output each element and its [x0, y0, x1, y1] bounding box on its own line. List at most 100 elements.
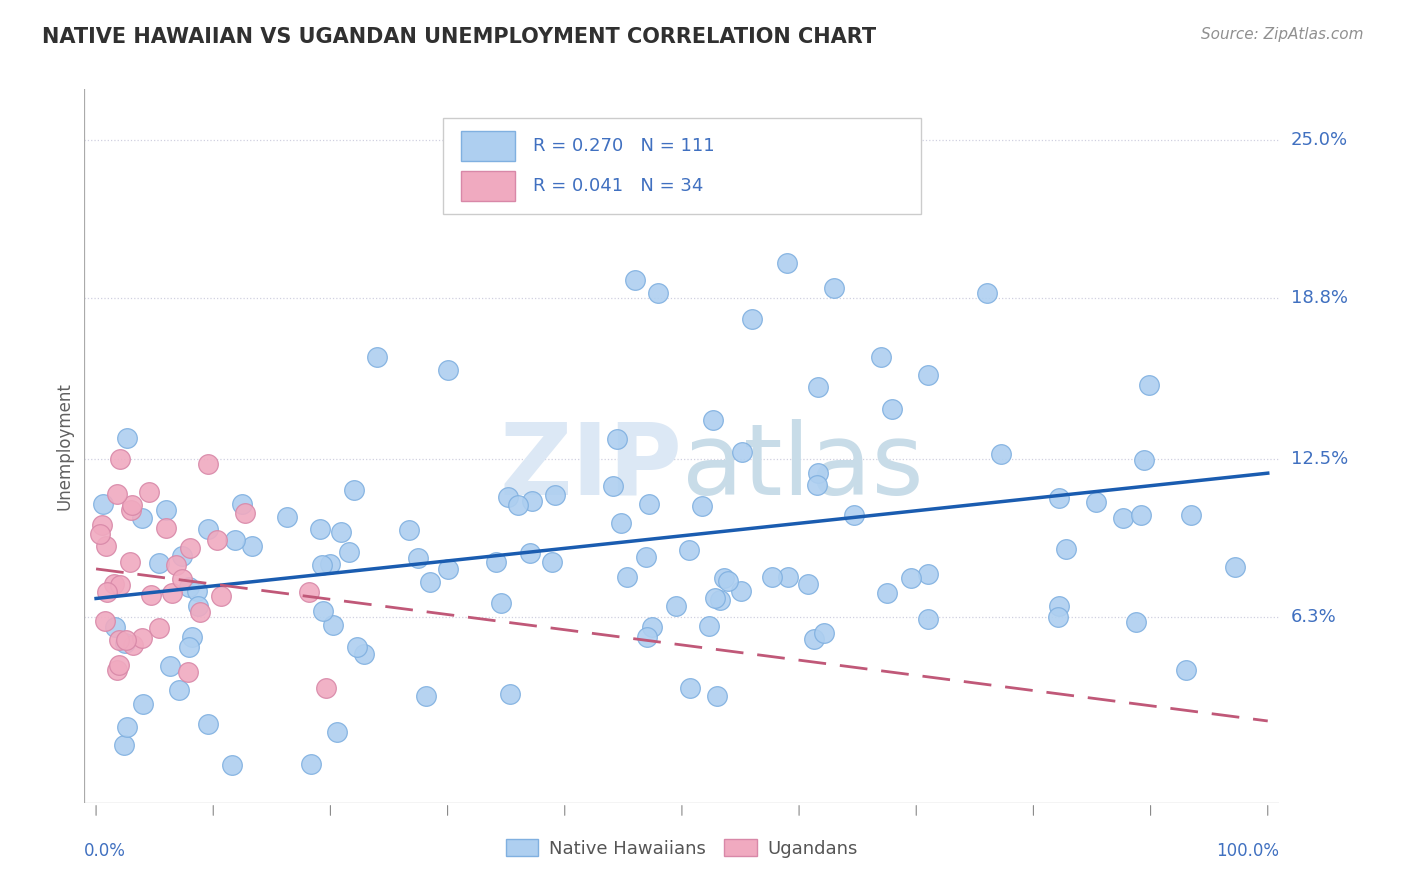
Text: 25.0%: 25.0% [1291, 131, 1348, 149]
FancyBboxPatch shape [461, 130, 515, 161]
Point [609, 516, 631, 530]
Point [299, 757, 322, 772]
Point [797, 577, 820, 591]
Point [197, 457, 219, 471]
Text: 100.0%: 100.0% [1216, 842, 1279, 860]
Point [807, 467, 830, 481]
Point [89, 527, 111, 541]
Point [1054, 541, 1077, 556]
Point [276, 510, 298, 524]
Text: R = 0.270   N = 111: R = 0.270 N = 111 [533, 136, 714, 154]
Point [159, 659, 181, 673]
Point [120, 556, 142, 570]
Point [177, 665, 200, 679]
Point [1132, 453, 1154, 467]
Point [761, 570, 783, 584]
Point [717, 574, 740, 589]
Text: 0.0%: 0.0% [84, 842, 127, 860]
Point [900, 572, 922, 586]
Point [132, 697, 155, 711]
Point [679, 681, 702, 695]
Point [105, 663, 128, 677]
Point [415, 689, 437, 703]
Point [1046, 610, 1069, 624]
Point [167, 683, 190, 698]
Point [315, 681, 337, 695]
Point [231, 497, 253, 511]
Point [165, 558, 187, 572]
Point [489, 596, 512, 610]
Point [353, 647, 375, 661]
Point [131, 631, 153, 645]
Point [240, 539, 263, 553]
Point [187, 599, 209, 614]
Point [484, 555, 506, 569]
Point [917, 612, 939, 626]
Point [880, 401, 903, 416]
Point [1137, 377, 1160, 392]
Point [308, 522, 330, 536]
Point [406, 551, 429, 566]
Point [540, 555, 562, 569]
Point [108, 633, 131, 648]
Point [1049, 491, 1071, 505]
Point [114, 636, 136, 650]
Point [730, 584, 752, 599]
Point [704, 591, 727, 606]
Point [1180, 508, 1202, 522]
Point [520, 494, 543, 508]
Point [343, 483, 366, 497]
Point [741, 311, 763, 326]
Point [876, 586, 898, 600]
Point [179, 580, 201, 594]
Point [1174, 663, 1197, 677]
Point [506, 498, 529, 512]
Point [917, 368, 939, 382]
Point [155, 502, 177, 516]
Point [209, 589, 232, 603]
Point [160, 586, 183, 600]
Point [419, 574, 441, 589]
Point [172, 549, 194, 564]
Point [1084, 495, 1107, 509]
Point [233, 506, 256, 520]
Point [702, 413, 724, 427]
Point [544, 488, 567, 502]
Point [437, 561, 460, 575]
Text: 6.3%: 6.3% [1291, 607, 1336, 626]
Point [197, 717, 219, 731]
Point [170, 572, 193, 586]
Point [312, 604, 335, 618]
Point [1047, 599, 1070, 614]
Point [976, 286, 998, 301]
Point [665, 599, 688, 614]
Point [346, 640, 368, 654]
Point [678, 542, 700, 557]
Point [1223, 560, 1246, 574]
Point [690, 499, 713, 513]
Point [148, 556, 170, 570]
Point [148, 621, 170, 635]
Point [496, 490, 519, 504]
Text: NATIVE HAWAIIAN VS UGANDAN UNEMPLOYMENT CORRELATION CHART: NATIVE HAWAIIAN VS UGANDAN UNEMPLOYMENT … [42, 27, 876, 46]
Point [138, 484, 160, 499]
Point [139, 588, 162, 602]
Point [1130, 508, 1153, 523]
Point [709, 593, 731, 607]
Point [311, 558, 333, 573]
Point [96, 539, 118, 553]
Point [91, 497, 114, 511]
Text: atlas: atlas [682, 419, 924, 516]
Text: ZIP: ZIP [499, 419, 682, 516]
Point [155, 520, 177, 534]
Point [108, 451, 131, 466]
Point [104, 619, 127, 633]
Point [519, 546, 541, 560]
Point [197, 522, 219, 536]
Point [120, 502, 142, 516]
Point [813, 625, 835, 640]
Point [636, 549, 658, 564]
Point [803, 632, 825, 647]
Point [638, 497, 661, 511]
Point [179, 541, 201, 555]
